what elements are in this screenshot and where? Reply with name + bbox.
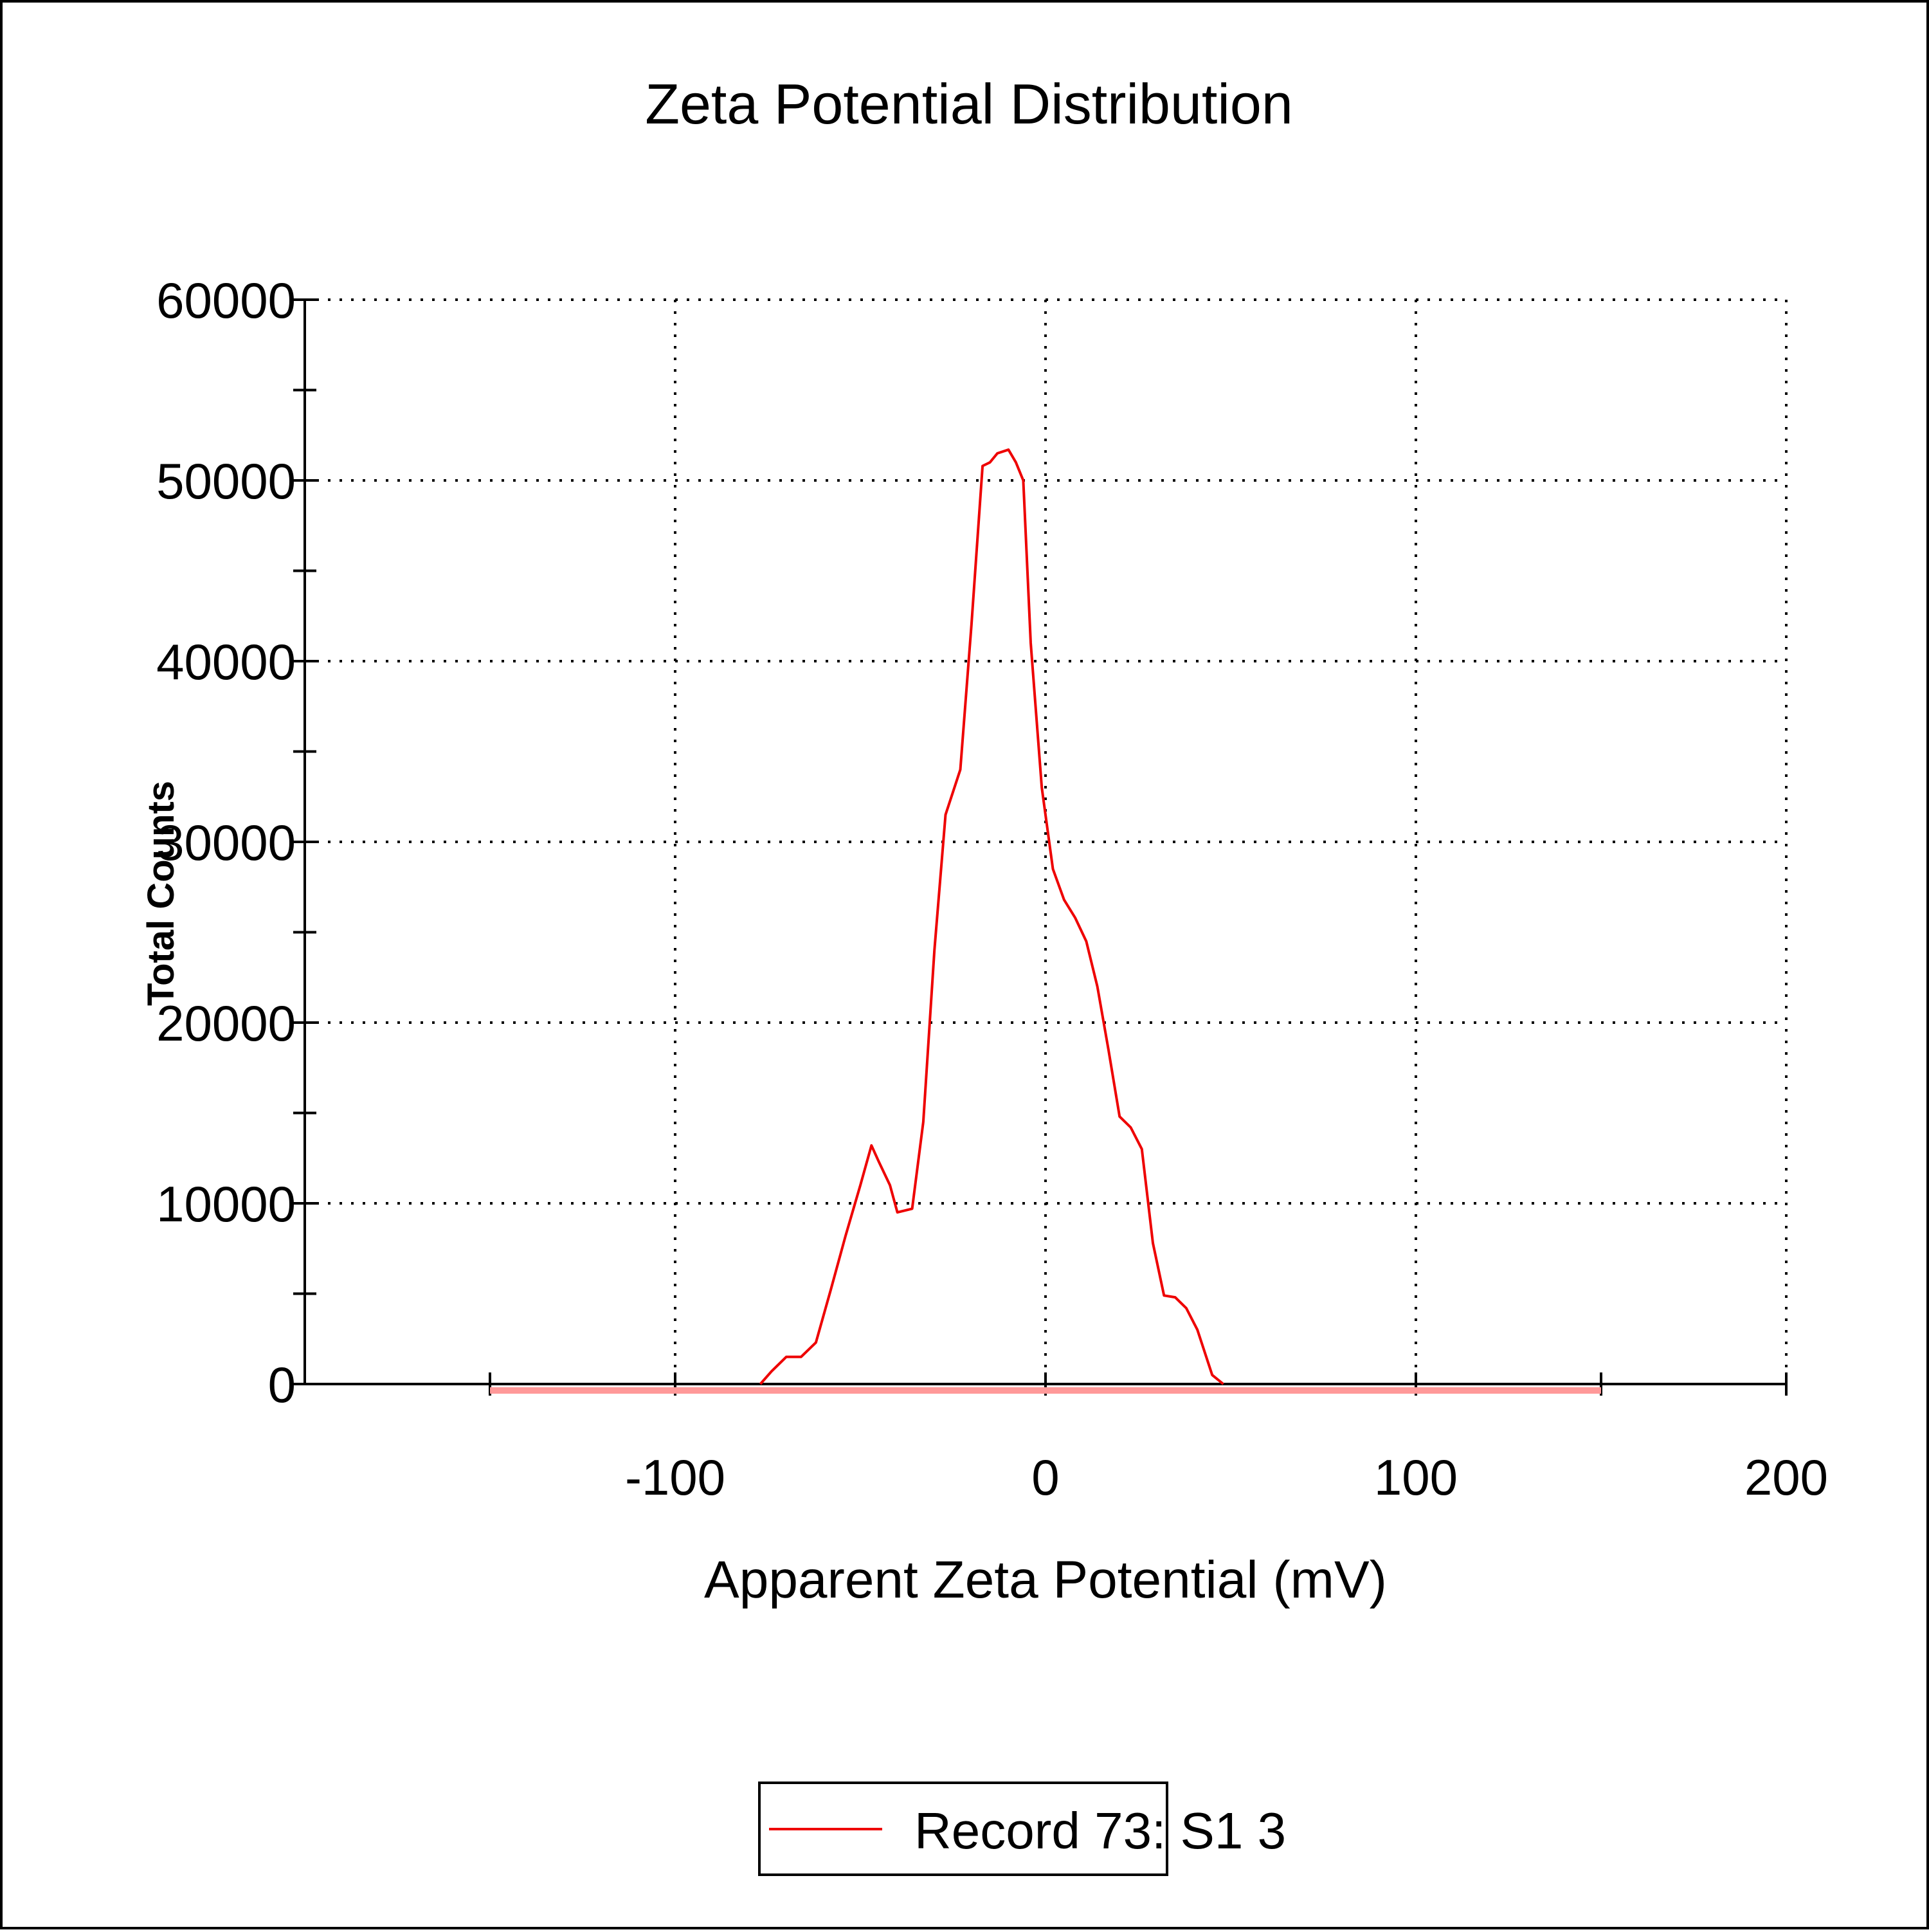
y-tick-label-60000: 60000 bbox=[156, 272, 296, 329]
y-tick-label-40000: 40000 bbox=[156, 633, 296, 690]
y-tick-label-50000: 50000 bbox=[156, 453, 296, 509]
grid-lines bbox=[305, 298, 1788, 1384]
series-line-record-73 bbox=[759, 448, 1224, 1385]
y-tick-label-0: 0 bbox=[268, 1356, 296, 1413]
axes bbox=[293, 298, 1788, 1396]
x-tick-label-0: 0 bbox=[1031, 1449, 1059, 1506]
x-tick-label-100: 100 bbox=[1374, 1449, 1458, 1506]
series-layer bbox=[490, 448, 1601, 1394]
y-tick-label-20000: 20000 bbox=[156, 995, 296, 1052]
y-tick-label-30000: 30000 bbox=[156, 814, 296, 871]
y-tick-label-10000: 10000 bbox=[156, 1176, 296, 1232]
legend-label-record-73: Record 73: S1 3 bbox=[914, 1802, 1286, 1859]
tick-labels: 0 10000 20000 30000 40000 50000 60000 -100 0 100 2… bbox=[156, 272, 1828, 1506]
x-tick-label-200: 200 bbox=[1744, 1449, 1828, 1506]
legend: Record 73: S1 3 bbox=[758, 1782, 1286, 1876]
y-axis-label: Total Counts bbox=[140, 781, 182, 1006]
x-axis-label: Apparent Zeta Potential (mV) bbox=[704, 1551, 1387, 1609]
chart-title: Zeta Potential Distribution bbox=[645, 72, 1293, 136]
zeta-potential-chart: Zeta Potential Distribution 0 10000 20000 3… bbox=[140, 72, 1828, 1876]
x-tick-label--100: -100 bbox=[625, 1449, 725, 1506]
